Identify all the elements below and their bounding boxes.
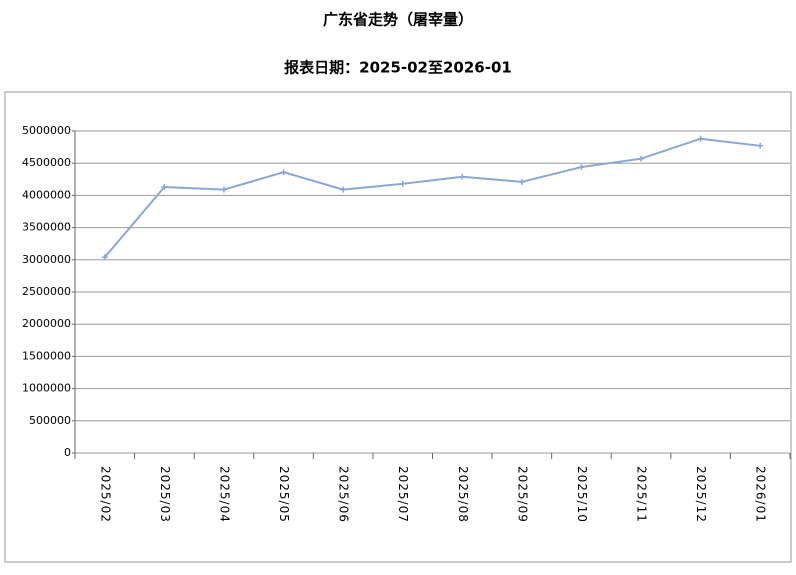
point-marker [638,155,645,162]
y-tick-label: 5000000 [22,124,71,137]
x-tick-label: 2025/05 [277,466,291,523]
y-tick-label: 3000000 [22,253,71,266]
y-tick-label: 500000 [29,414,71,427]
chart-subtitle: 报表日期：2025-02至2026-01 [284,59,512,77]
x-tick-label: 2025/02 [98,466,112,523]
chart-title: 广东省走势（屠宰量） [323,11,473,29]
y-tick-label: 0 [64,446,71,459]
point-marker [697,135,704,142]
y-tick-label: 2000000 [22,317,71,330]
y-tick-label: 2500000 [22,285,71,298]
y-tick-label: 1500000 [22,349,71,362]
point-marker [757,142,764,149]
x-tick-label: 2025/03 [158,466,172,523]
point-marker [578,164,585,171]
point-marker [161,184,168,191]
x-tick-label: 2025/11 [635,466,649,523]
x-tick-label: 2025/04 [217,466,231,523]
y-tick-label: 4500000 [22,156,71,169]
chart-frame [4,91,792,563]
point-marker [459,173,466,180]
y-tick-label: 4000000 [22,188,71,201]
series-line [104,137,761,258]
y-tick-label: 3500000 [22,221,71,234]
x-tick-label: 2025/09 [515,466,529,523]
x-tick-label: 2025/07 [396,466,410,523]
y-tick-label: 1000000 [22,382,71,395]
point-marker [399,180,406,187]
point-marker [220,186,227,193]
x-tick-label: 2025/10 [575,466,589,523]
point-marker [280,169,287,176]
point-marker [340,186,347,193]
x-tick-label: 2026/01 [754,466,768,523]
point-marker [101,254,108,261]
x-tick-label: 2025/06 [337,466,351,523]
x-tick-label: 2025/12 [694,466,708,523]
point-marker [518,178,525,185]
x-tick-label: 2025/08 [456,466,470,523]
